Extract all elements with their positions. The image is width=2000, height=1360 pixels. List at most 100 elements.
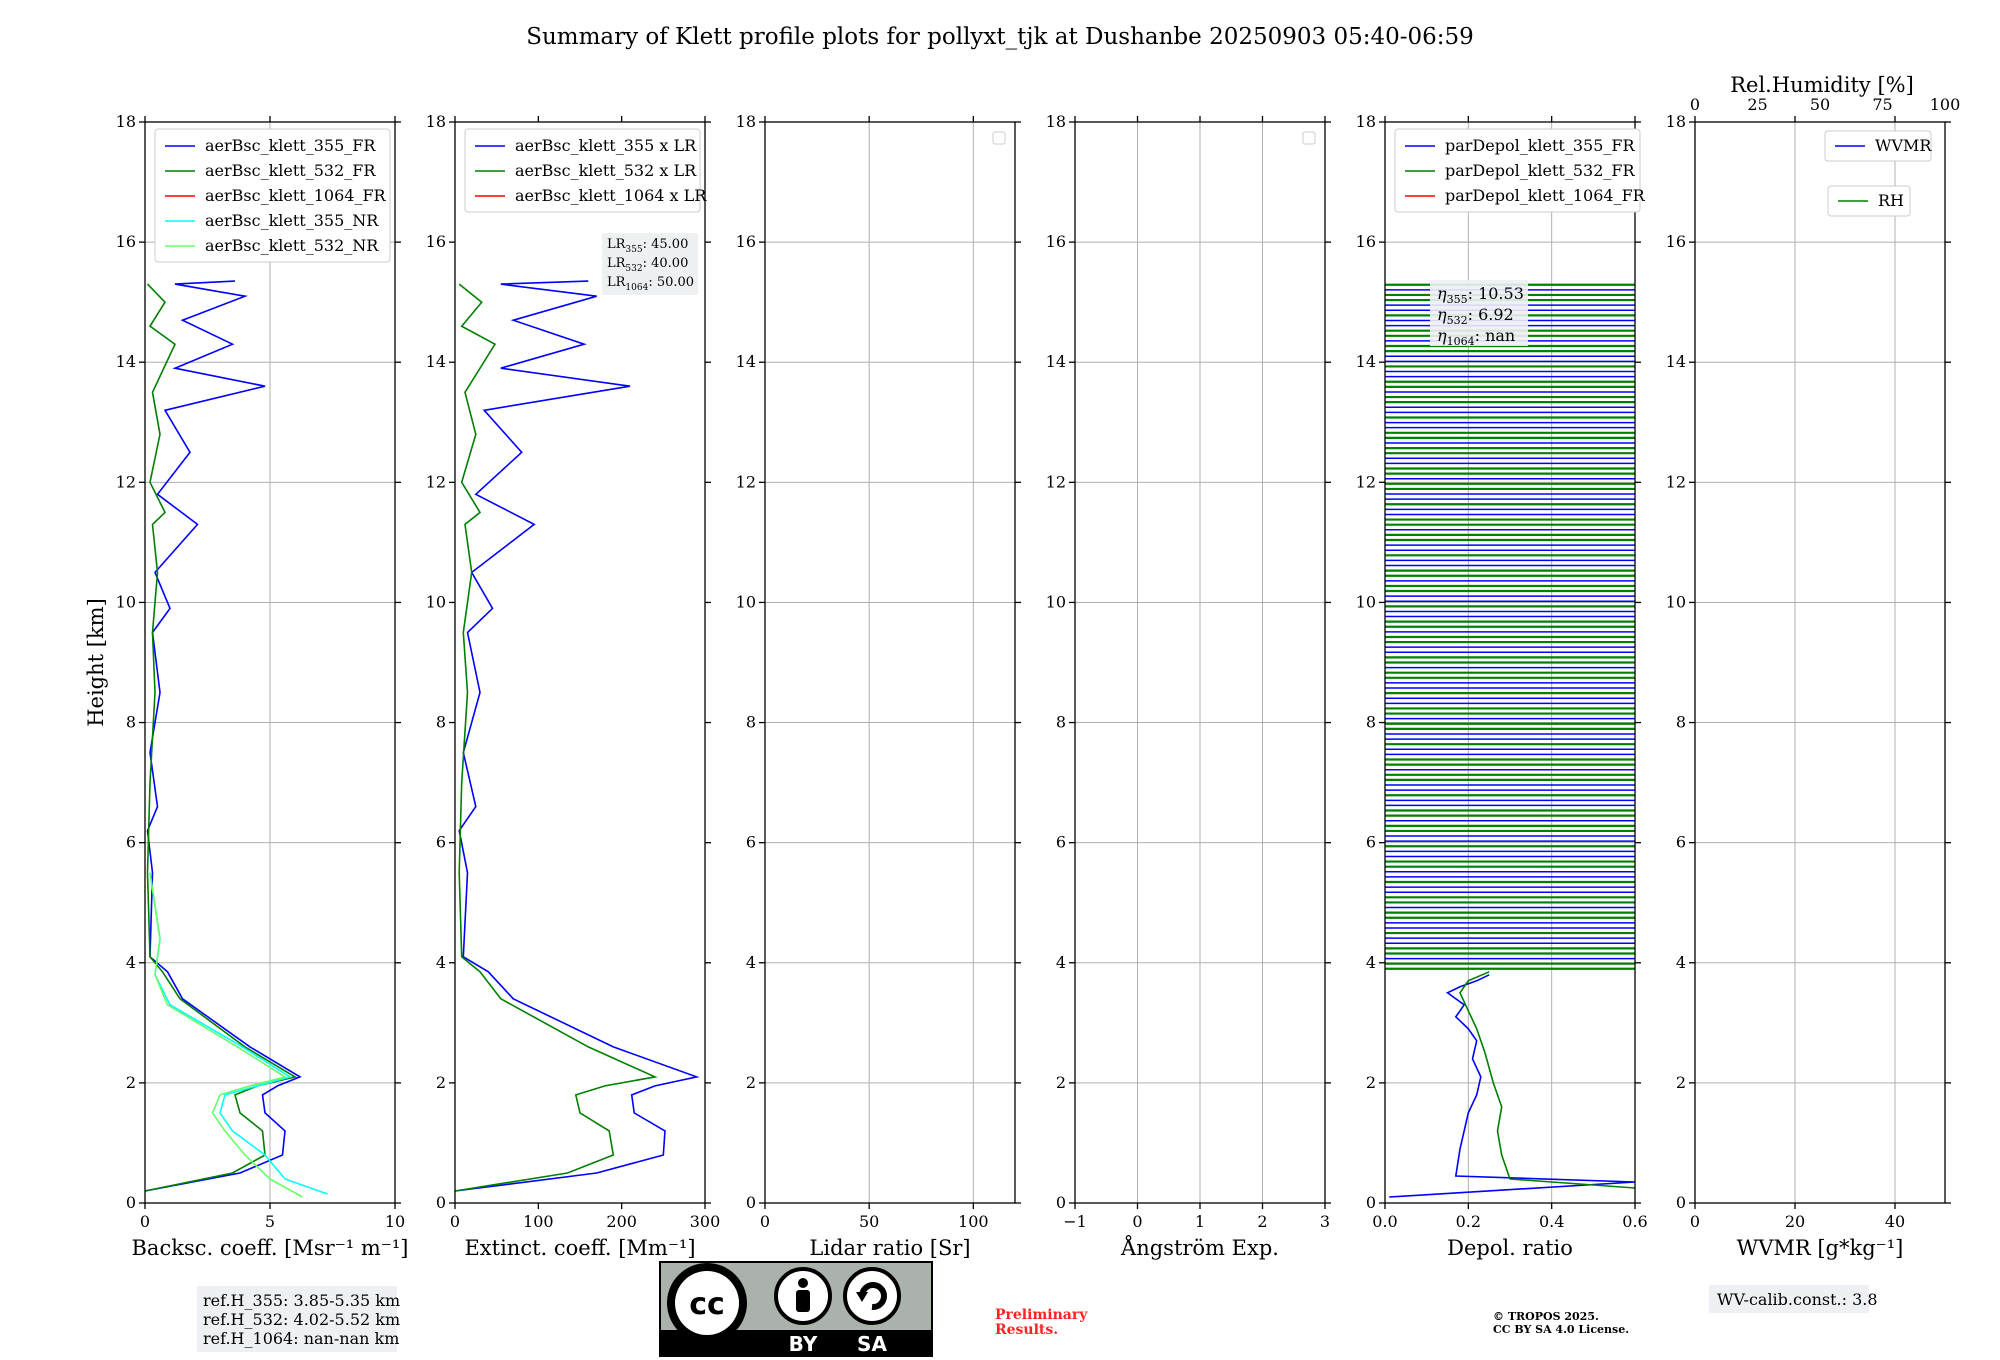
legend-box (1394, 128, 1641, 213)
y-tick-label: 12 (736, 472, 756, 491)
lidar-ratio-line: LR532: 40.00 (607, 256, 688, 274)
empty-legend-box (992, 131, 1006, 145)
y-tick-label: 10 (1046, 592, 1066, 611)
series-line-pardepol-klett-355-fr (1389, 974, 1636, 1198)
legend-entry: aerBsc_klett_1064 x LR (515, 186, 707, 205)
y-tick-label: 16 (736, 232, 756, 251)
empty-legend-box (1302, 131, 1316, 145)
y-tick-label: 6 (126, 833, 136, 852)
preliminary-label: Preliminary (995, 1307, 1088, 1323)
y-tick-label: 8 (1366, 713, 1376, 732)
y-tick-label: 16 (1356, 232, 1376, 251)
eta-line: η532: 6.92 (1437, 305, 1514, 327)
top-x-tick-label: 50 (1810, 95, 1830, 114)
sa-arrow-arc (859, 1282, 887, 1311)
y-tick-label: 10 (1666, 592, 1686, 611)
legend-entry: aerBsc_klett_532_NR (205, 236, 379, 255)
x-axis-label: Depol. ratio (1447, 1236, 1573, 1260)
y-tick-label: 8 (126, 713, 136, 732)
y-tick-label: 14 (116, 352, 136, 371)
legend-box (154, 128, 391, 263)
y-tick-label: 4 (436, 953, 446, 972)
x-tick-label: 0 (760, 1212, 770, 1231)
x-tick-label: 0 (1132, 1212, 1142, 1231)
legend-entry: WVMR (1875, 136, 1932, 155)
lidar-ratio-line: LR1064: 50.00 (607, 275, 694, 293)
x-tick-label: 200 (606, 1212, 637, 1231)
x-axis-label: WVMR [g*kg⁻¹] (1737, 1236, 1904, 1260)
by-person-body (796, 1290, 810, 1312)
legend-box (464, 128, 701, 213)
axes-frame (454, 121, 706, 1204)
x-tick-label: 2 (1257, 1212, 1267, 1231)
legend-entry: parDepol_klett_532_FR (1445, 161, 1636, 180)
legend-entry: parDepol_klett_355_FR (1445, 136, 1636, 155)
top-x-axis-label: Rel.Humidity [%] (1730, 73, 1914, 97)
series-line-aerbsc-klett-532-nr (149, 872, 303, 1198)
y-tick-label: 2 (1056, 1073, 1066, 1092)
x-tick-label: 10 (385, 1212, 405, 1231)
series-line-aerbsc-klett-355-x-lr (454, 280, 700, 1192)
y-tick-label: 10 (1356, 592, 1376, 611)
ref-height-line: ref.H_532: 4.02-5.52 km (203, 1310, 400, 1329)
y-tick-label: 0 (1056, 1193, 1066, 1212)
legend-entry: aerBsc_klett_355_FR (205, 136, 376, 155)
y-tick-label: 8 (1676, 713, 1686, 732)
legend-box (1824, 130, 1932, 162)
x-axis-label: Lidar ratio [Sr] (809, 1236, 970, 1260)
ref-height-line: ref.H_355: 3.85-5.35 km (203, 1291, 400, 1310)
y-tick-label: 6 (436, 833, 446, 852)
y-tick-label: 14 (736, 352, 756, 371)
x-axis-label: Ångström Exp. (1120, 1235, 1279, 1260)
info-box: WV-calib.const.: 3.8 (1709, 1285, 1878, 1313)
ref-height-line: ref.H_1064: nan-nan km (203, 1329, 399, 1348)
y-tick-label: 18 (1666, 112, 1686, 131)
y-tick-label: 2 (436, 1073, 446, 1092)
y-tick-label: 10 (116, 592, 136, 611)
legend-box (1827, 185, 1911, 217)
legend-entry: parDepol_klett_1064_FR (1445, 186, 1646, 205)
y-tick-label: 10 (736, 592, 756, 611)
legend: WVMR RH (1824, 130, 1932, 217)
y-tick-label: 0 (1366, 1193, 1376, 1212)
x-tick-label: 100 (958, 1212, 989, 1231)
legend: aerBsc_klett_355_FR aerBsc_klett_532_FRae… (154, 128, 391, 263)
y-tick-label: 6 (1056, 833, 1066, 852)
figure-title: Summary of Klett profile plots for polly… (526, 24, 1474, 50)
y-tick-label: 6 (1366, 833, 1376, 852)
axes-frame (1694, 121, 1946, 1204)
y-tick-label: 4 (1676, 953, 1686, 972)
license-line: CC BY SA 4.0 License. (1493, 1323, 1629, 1336)
x-tick-label: 0 (140, 1212, 150, 1231)
panel-bsc: 0 2 4 6 8 10 12 14 16 18 0 5 10 Backsc. coeff. [Msr⁻¹… (84, 112, 408, 1352)
legend-entry: aerBsc_klett_355_NR (205, 211, 379, 230)
y-tick-label: 18 (426, 112, 446, 131)
y-tick-label: 14 (426, 352, 446, 371)
axes-frame (764, 121, 1016, 1204)
y-tick-label: 18 (736, 112, 756, 131)
y-tick-label: 16 (426, 232, 446, 251)
y-tick-label: 8 (1056, 713, 1066, 732)
x-tick-label: 0.6 (1622, 1212, 1647, 1231)
sa-share-alike-icon (843, 1267, 901, 1325)
axes-frame (1384, 121, 1636, 1204)
lidar-ratio-line: LR355: 45.00 (607, 237, 688, 255)
y-tick-label: 2 (126, 1073, 136, 1092)
x-tick-label: 0 (1690, 1212, 1700, 1231)
x-tick-label: 0.4 (1539, 1212, 1564, 1231)
legend-entry: aerBsc_klett_355 x LR (515, 136, 697, 155)
y-tick-label: 12 (1666, 472, 1686, 491)
y-tick-label: 6 (746, 833, 756, 852)
y-tick-label: 18 (1356, 112, 1376, 131)
y-tick-label: 18 (116, 112, 136, 131)
panel-ext: 0 2 4 6 8 10 12 14 16 18 0 100 200 300 Extinct. coeff.… (426, 112, 721, 1260)
series-line-aerbsc-klett-532-x-lr (454, 283, 658, 1192)
y-tick-label: 12 (1046, 472, 1066, 491)
panel-depol: 0 2 4 6 8 10 12 14 16 18 0.0 0.2 0.4 0.6 Depol. ratio p… (1356, 112, 1648, 1260)
y-tick-label: 0 (1676, 1193, 1686, 1212)
y-tick-label: 0 (126, 1193, 136, 1212)
lidar-ratio-box (602, 233, 698, 295)
